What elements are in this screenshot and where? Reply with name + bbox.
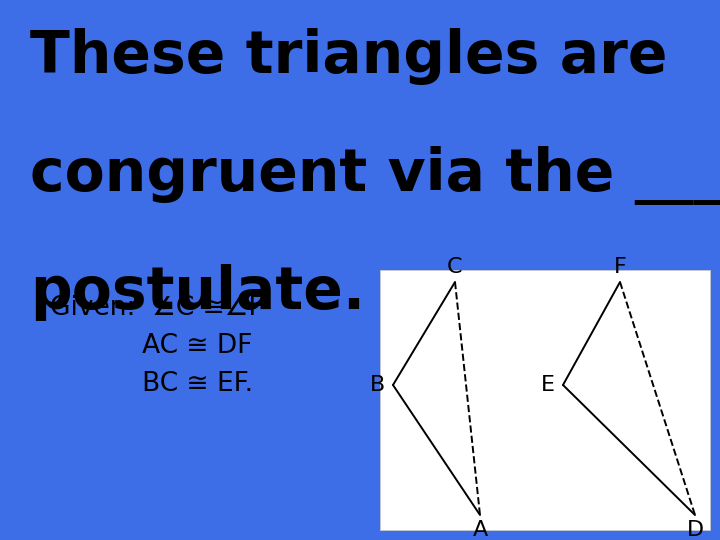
Text: congruent via the ____: congruent via the ____ bbox=[30, 146, 720, 205]
Text: B: B bbox=[370, 375, 385, 395]
Text: A: A bbox=[472, 520, 487, 540]
Text: AC ≅ DF: AC ≅ DF bbox=[50, 333, 253, 359]
Text: postulate.: postulate. bbox=[30, 264, 365, 321]
Text: C: C bbox=[447, 257, 463, 277]
Text: These triangles are: These triangles are bbox=[30, 28, 667, 85]
Bar bbox=[380, 270, 710, 530]
Text: D: D bbox=[686, 520, 703, 540]
Text: Given:  ∠C ≅∠F: Given: ∠C ≅∠F bbox=[50, 295, 264, 321]
Text: F: F bbox=[613, 257, 626, 277]
Text: E: E bbox=[541, 375, 555, 395]
Text: BC ≅ EF.: BC ≅ EF. bbox=[50, 371, 253, 397]
